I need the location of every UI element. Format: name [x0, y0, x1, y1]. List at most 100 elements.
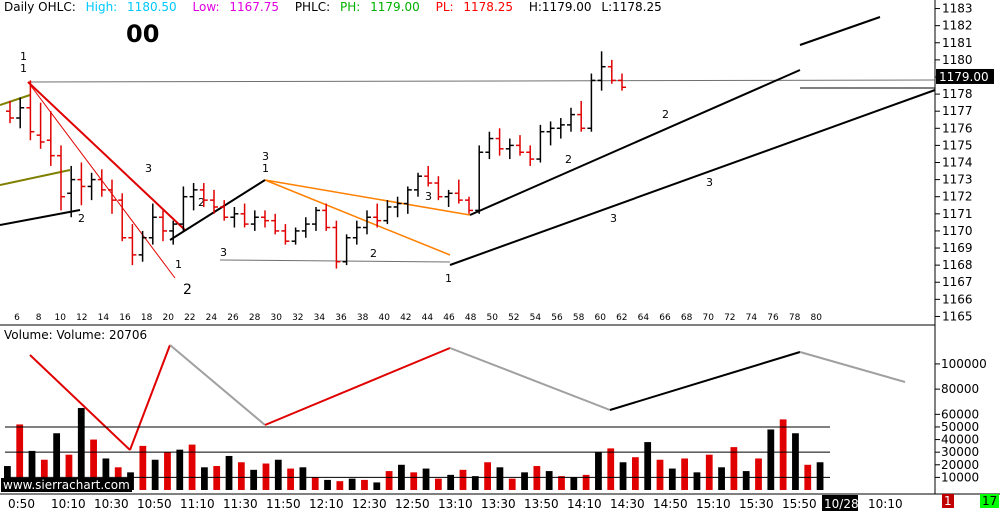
- channel-line: [169, 179, 266, 241]
- volume-tick-label: 100000: [941, 357, 987, 371]
- volume-bar: [65, 454, 73, 490]
- time-tick-label: 12:50: [395, 497, 430, 511]
- volume-bar: [28, 450, 36, 490]
- volume-bar: [459, 469, 467, 490]
- volume-zigzag: [264, 347, 451, 426]
- volume-bar: [324, 479, 331, 490]
- volume-tick-label: 30000: [941, 445, 979, 459]
- date-tag: 10/28: [824, 497, 859, 511]
- volume-bar: [213, 466, 221, 490]
- daily-ohlc-header: Daily OHLC: High: 1180.50 Low: 1167.75 P…: [4, 0, 668, 14]
- volume-bar: [250, 469, 258, 490]
- channel-bottom: [449, 89, 936, 266]
- bar-number-label: 76: [767, 313, 779, 323]
- volume-bar: [77, 408, 85, 490]
- volume-bar: [718, 467, 725, 490]
- volume-bar: [336, 481, 344, 490]
- bar-number-label: 14: [98, 313, 110, 323]
- bar-number-label: 30: [270, 313, 282, 323]
- bar-number-label: 10: [54, 313, 66, 323]
- price-tick-label: 1165: [942, 309, 973, 323]
- swing-label: 1: [20, 62, 27, 75]
- last-price-tag-bg: [936, 68, 994, 84]
- volume-zigzag: [799, 351, 906, 383]
- bar-number-label: 34: [314, 313, 326, 323]
- volume-bar: [742, 471, 750, 490]
- volume-bar: [410, 472, 418, 490]
- swing-label: 1: [175, 258, 182, 271]
- header-prefix: Daily OHLC:: [4, 0, 76, 14]
- site-label[interactable]: www.sierrachart.com: [1, 478, 132, 492]
- bar-number-label: 72: [724, 313, 735, 323]
- bar-number-label: 64: [638, 313, 650, 323]
- volume-bar: [225, 455, 233, 490]
- volume-header: Volume: Volume: 20706: [4, 328, 148, 342]
- price-tick-label: 1169: [942, 241, 973, 255]
- swing-label: 3: [425, 190, 432, 203]
- price-tick-label: 1174: [942, 156, 973, 170]
- bar-number-label: 42: [400, 313, 411, 323]
- bar-number-label: 36: [335, 313, 347, 323]
- swing-label: 3: [220, 246, 227, 259]
- bar-number-label: 44: [422, 313, 434, 323]
- time-tick-label: 14:30: [610, 497, 645, 511]
- high-value: High: 1180.50: [85, 0, 177, 14]
- time-tick-label: 15:50: [782, 497, 817, 511]
- big-text: 00: [126, 20, 160, 48]
- bar-number-label: 32: [292, 313, 303, 323]
- price-tick-label: 1166: [942, 292, 973, 306]
- volume-tick-label: 40000: [941, 433, 979, 447]
- volume-bar: [237, 462, 245, 490]
- price-tick-label: 1173: [942, 173, 973, 187]
- volume-bar: [582, 474, 590, 490]
- price-tick-label: 1181: [942, 36, 973, 50]
- volume-bar: [40, 459, 48, 490]
- volume-bar: [644, 442, 652, 490]
- last-price-tag: 1179.00: [939, 70, 989, 84]
- bar-number-label: 46: [443, 313, 455, 323]
- chart-grid: [0, 0, 1000, 495]
- volume-bar: [595, 452, 602, 490]
- price-tick-label: 1171: [942, 207, 973, 221]
- swing-label: 2: [198, 196, 205, 209]
- bar-number-label: 68: [681, 313, 693, 323]
- bar-number-label: 18: [141, 313, 153, 323]
- volume-bar: [471, 476, 479, 490]
- volume-bar: [434, 478, 442, 490]
- swing-label: 3: [262, 150, 269, 163]
- volume-bar: [767, 429, 775, 490]
- price-tick-label: 1178: [942, 87, 973, 101]
- bar-number-label: 12: [76, 313, 87, 323]
- swing-label: 2: [662, 108, 669, 121]
- volume-bar: [607, 448, 615, 490]
- volume-bar: [496, 467, 504, 490]
- phlc-label: PHLC:: [294, 0, 331, 14]
- bar-number-label: 70: [702, 313, 714, 323]
- volume-zigzag: [449, 347, 611, 411]
- channel-line: [0, 209, 81, 226]
- swing-label: 1: [445, 272, 452, 285]
- price-tick-label: 1180: [942, 53, 973, 67]
- bar-number-label: 26: [227, 313, 239, 323]
- bar-number-label: 48: [465, 313, 477, 323]
- time-tick-label: 13:10: [438, 497, 473, 511]
- volume-bar: [16, 424, 24, 490]
- volume-bar: [385, 471, 393, 490]
- volume-tick-label: 80000: [941, 382, 979, 396]
- price-tick-label: 1168: [942, 258, 973, 272]
- volume-bar: [274, 459, 282, 490]
- volume-bar: [693, 472, 701, 490]
- time-tick-label: 10:10: [51, 497, 86, 511]
- volume-bar: [570, 477, 578, 490]
- time-tick-label: 10:50: [137, 497, 172, 511]
- orange-line: [264, 179, 451, 256]
- time-tick-label: 14:10: [567, 497, 602, 511]
- bar-number-label: 20: [162, 313, 174, 323]
- volume-bar: [755, 458, 762, 490]
- time-tick-label: 14:50: [653, 497, 688, 511]
- ph-value: PH: 1179.00: [340, 0, 420, 14]
- time-tick-label: 10:10: [868, 497, 903, 511]
- bar-number-label: 22: [184, 313, 195, 323]
- volume-bar: [53, 433, 61, 490]
